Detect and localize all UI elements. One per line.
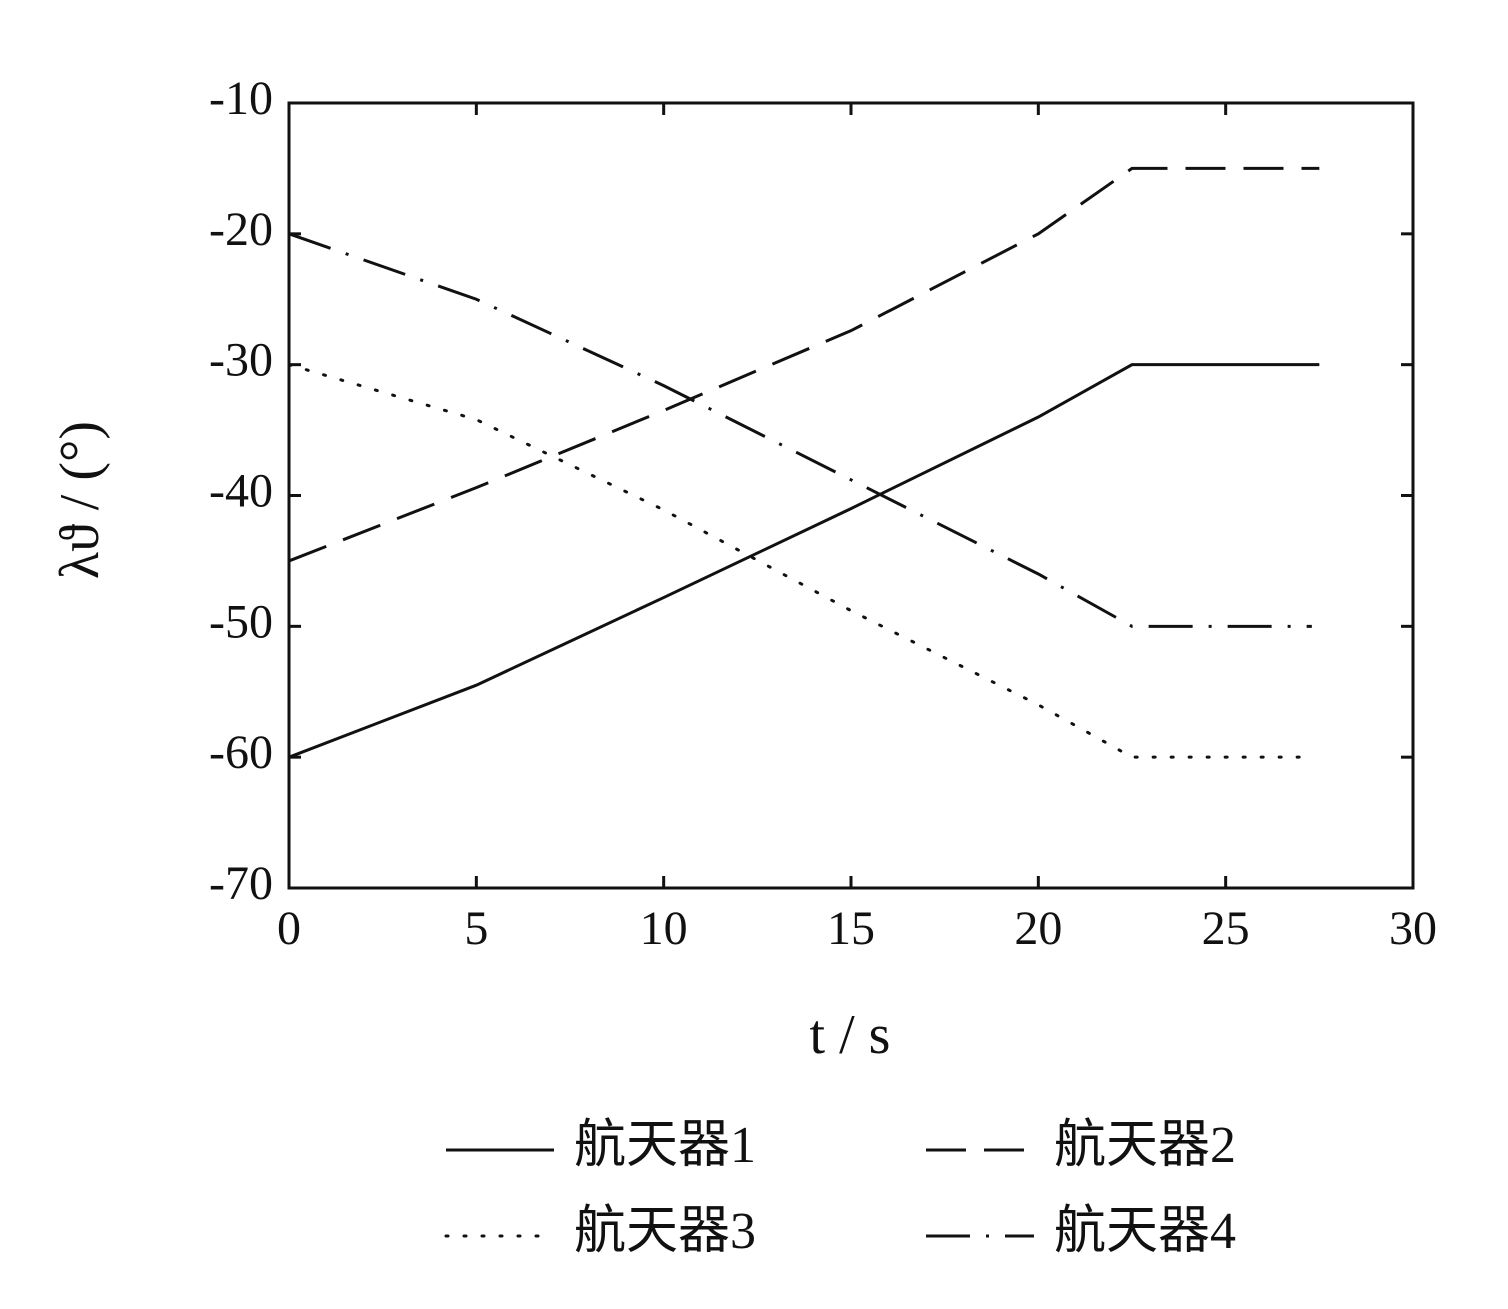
- series-line: [288, 166, 1320, 563]
- y-tick-label: -40: [209, 465, 273, 518]
- y-tick-label: -50: [209, 595, 273, 648]
- x-tick-label: 0: [277, 902, 301, 955]
- x-tick-label: 20: [1014, 902, 1062, 955]
- legend-label: 航天器1: [574, 1117, 756, 1174]
- legend-label: 航天器3: [574, 1203, 756, 1260]
- y-tick-label: -30: [209, 334, 273, 387]
- x-tick-label: 10: [640, 902, 688, 955]
- y-tick-label: -20: [209, 203, 273, 256]
- y-tick-label: -70: [209, 857, 273, 910]
- legend-label: 航天器4: [1054, 1203, 1236, 1260]
- series-line: [288, 363, 1320, 759]
- x-axis-label: t / s: [810, 1004, 891, 1066]
- x-tick-label: 15: [827, 902, 875, 955]
- y-tick-label: -60: [209, 726, 273, 779]
- x-tick-label: 30: [1389, 902, 1437, 955]
- y-tick-label: -10: [209, 72, 273, 125]
- x-tick-label: 5: [464, 902, 488, 955]
- x-tick-label: 25: [1202, 902, 1250, 955]
- legend-label: 航天器2: [1054, 1117, 1236, 1174]
- y-axis-label: λϑ / (°): [49, 421, 111, 579]
- series-line: [288, 232, 1312, 628]
